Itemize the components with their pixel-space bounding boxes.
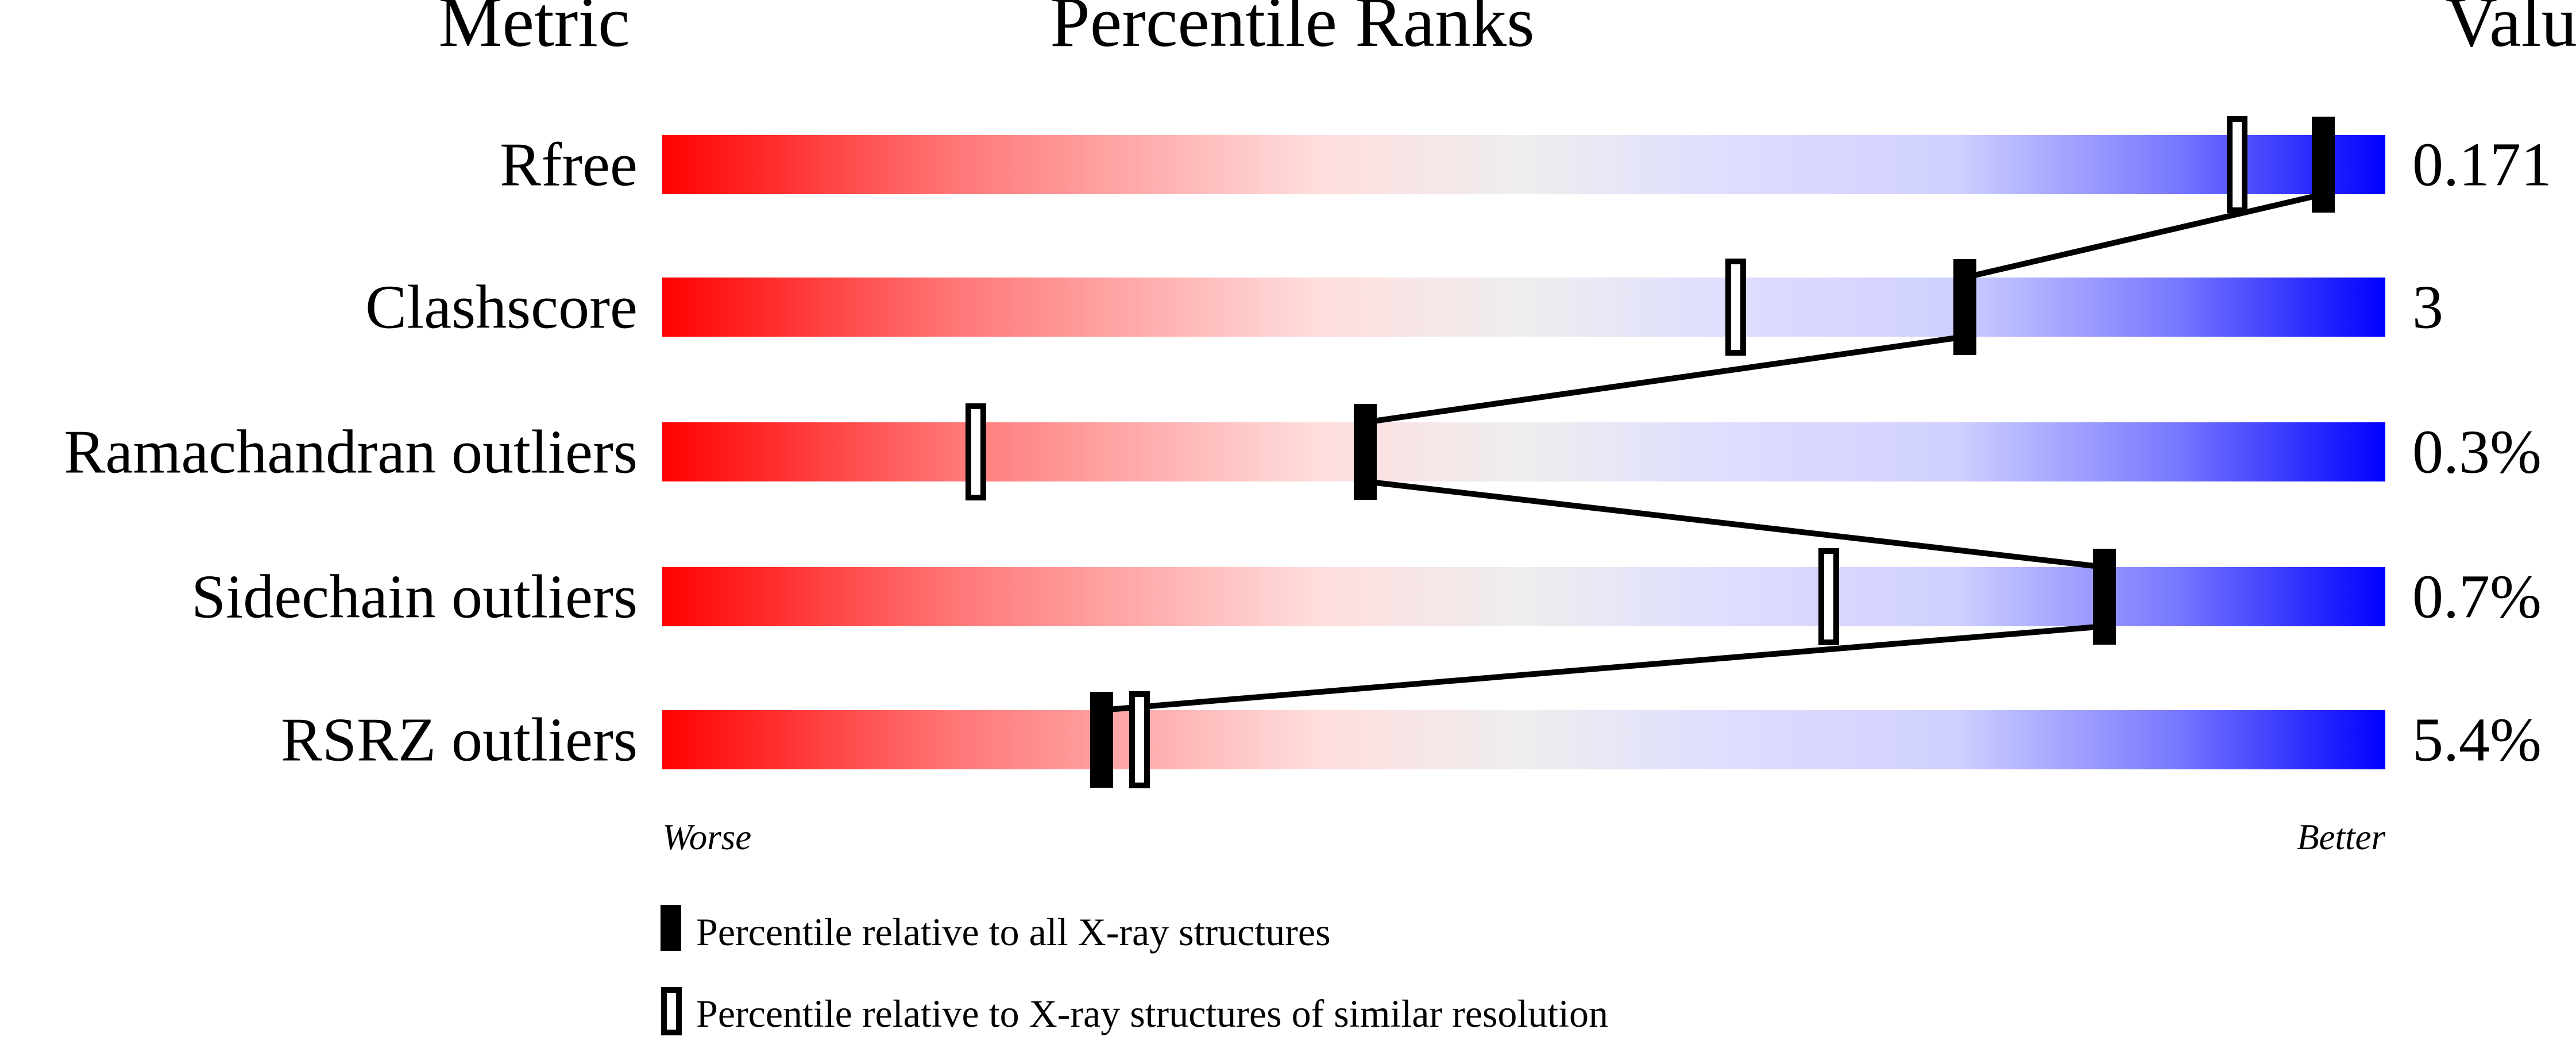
percentile-bar xyxy=(662,278,2385,337)
metric-label: Sidechain outliers xyxy=(191,563,638,631)
marker-similar-resolution xyxy=(1725,259,1746,356)
header-metric: Metric xyxy=(438,0,629,62)
metric-label: Clashscore xyxy=(365,273,638,342)
metric-label: Ramachandran outliers xyxy=(64,418,638,487)
legend-marker-all xyxy=(661,905,681,951)
metric-label: Rfree xyxy=(500,131,638,199)
marker-all-structures xyxy=(2093,549,2116,645)
connector-line xyxy=(1101,623,2105,713)
marker-similar-resolution xyxy=(1818,548,1839,645)
marker-all-structures xyxy=(1090,692,1113,788)
metric-value: 0.171 xyxy=(2412,131,2552,199)
metric-value: 0.7% xyxy=(2412,563,2542,631)
percentile-bar xyxy=(662,422,2385,481)
metric-label: RSRZ outliers xyxy=(281,706,638,775)
marker-all-structures xyxy=(1354,404,1377,500)
connector-line xyxy=(1365,334,1965,425)
metric-value: 5.4% xyxy=(2412,706,2542,775)
metric-value: 0.3% xyxy=(2412,418,2542,487)
connector-line xyxy=(1365,479,2105,570)
legend-marker-similar xyxy=(661,987,682,1035)
marker-all-structures xyxy=(2312,117,2335,213)
marker-all-structures xyxy=(1953,259,1976,355)
connector-line xyxy=(1964,191,2324,280)
axis-label-better: Better xyxy=(2297,817,2385,857)
marker-similar-resolution xyxy=(1129,691,1150,788)
header-value: Value xyxy=(2446,0,2576,62)
legend-label-all: Percentile relative to all X-ray structu… xyxy=(696,910,1331,954)
percentile-bar xyxy=(662,567,2385,626)
percentile-bar xyxy=(662,710,2385,769)
percentile-bar xyxy=(662,135,2385,194)
marker-similar-resolution xyxy=(965,403,986,500)
axis-label-worse: Worse xyxy=(662,817,751,857)
header-percentile-ranks: Percentile Ranks xyxy=(1050,0,1535,62)
legend-label-similar: Percentile relative to X-ray structures … xyxy=(696,992,1608,1035)
metric-value: 3 xyxy=(2412,273,2443,342)
marker-similar-resolution xyxy=(2227,116,2247,213)
